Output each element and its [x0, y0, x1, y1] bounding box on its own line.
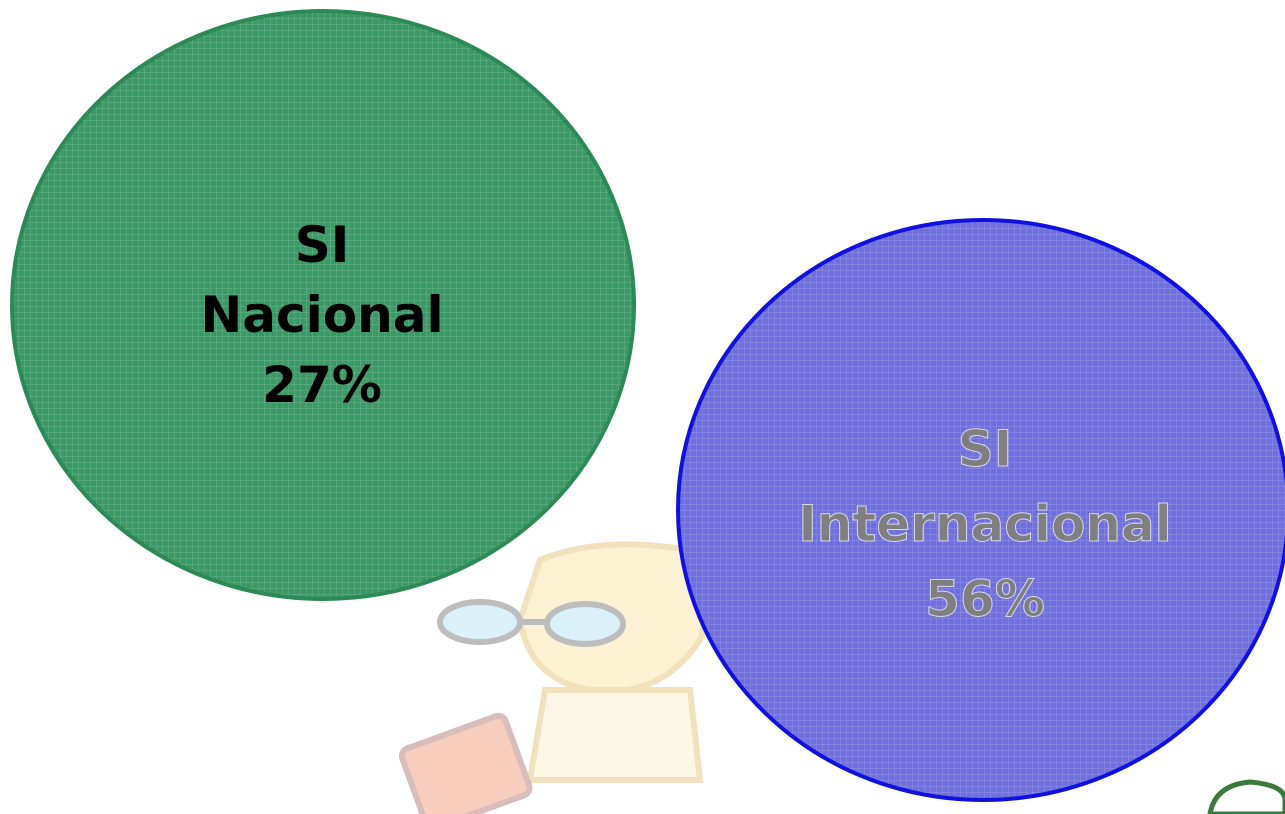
circle-label: 56% — [925, 570, 1045, 628]
logo — [1210, 782, 1285, 814]
circle-label: SI — [958, 420, 1013, 478]
circle-label: Nacional — [200, 286, 443, 344]
circle-label: Internacional — [798, 495, 1172, 553]
circle-label: 27% — [262, 356, 382, 414]
slide: SI Nacional 27% SI Internacional 56% — [0, 0, 1285, 814]
circle-label: SI — [295, 216, 350, 274]
cartoon — [400, 544, 708, 814]
page: {"circles": [ {"lines": ["SI", "Nacional… — [0, 0, 1285, 814]
